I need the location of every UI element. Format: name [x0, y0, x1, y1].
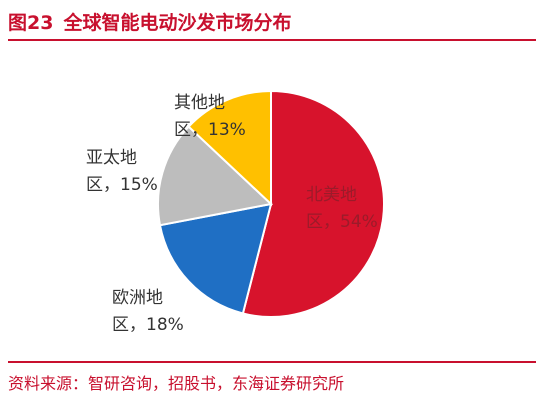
title-divider: [8, 39, 536, 41]
label-asia-pacific: 亚太地区，15%: [86, 148, 158, 195]
pie-labels: 北美地区，54% 欧洲地区，18% 亚太地区，15% 其他地区，13%: [86, 93, 378, 335]
chart-title: 图23 全球智能电动沙发市场分布: [8, 8, 291, 35]
slice-europe: [158, 202, 273, 315]
pie-slices: [157, 89, 385, 318]
figure-title: 全球智能电动沙发市场分布: [63, 12, 292, 34]
slice-asia-pacific: [157, 125, 274, 227]
source-divider: [8, 361, 536, 363]
label-europe: 欧洲地区，18%: [112, 288, 184, 335]
figure-number: 图23: [8, 12, 54, 34]
slice-other: [187, 89, 272, 207]
source-note: 资料来源：智研咨询，招股书，东海证券研究所: [8, 374, 345, 393]
slice-north-america: [241, 89, 385, 318]
label-other: 其他地区，13%: [174, 93, 246, 140]
label-north-america: 北美地区，54%: [306, 185, 378, 232]
